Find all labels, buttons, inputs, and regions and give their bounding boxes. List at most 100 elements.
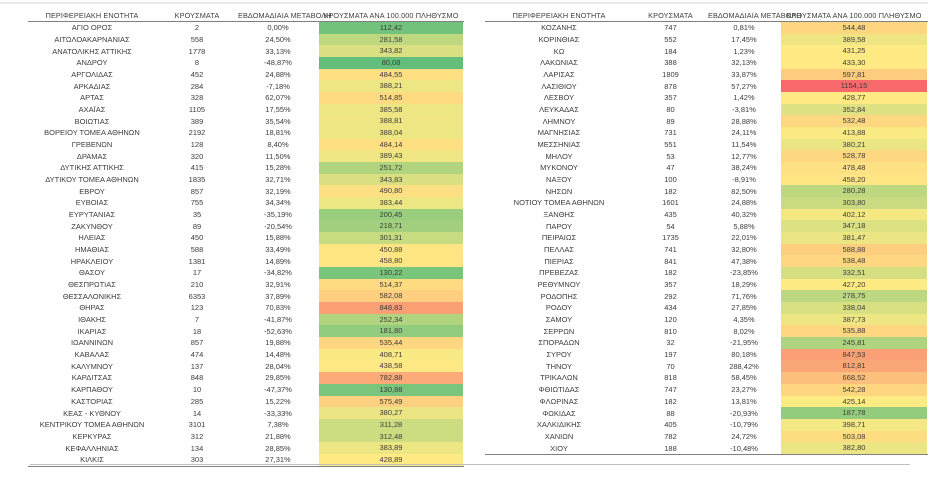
cases-cell: 137 xyxy=(190,361,204,371)
weekly-change-cell: 24,88% xyxy=(731,198,757,208)
region-name-cell: ΚΕΦΑΛΛΗΝΙΑΣ xyxy=(65,443,119,453)
per-100k-cell: 388,81 xyxy=(319,115,463,128)
region-name-cell: ΓΡΕΒΕΝΩΝ xyxy=(71,140,113,150)
region-name-cell: ΤΗΝΟΥ xyxy=(545,361,572,371)
weekly-change-cell: 15,22% xyxy=(265,396,291,406)
cases-cell: 357 xyxy=(664,93,677,103)
weekly-change-cell: -7,18% xyxy=(266,81,290,91)
table-row: ΠΕΛΛΑΣ 741 32,80% 588,88 xyxy=(485,243,928,256)
cases-cell: 89 xyxy=(666,116,675,126)
weekly-change-cell: 12,77% xyxy=(731,151,757,161)
cases-cell: 1809 xyxy=(662,70,679,80)
per-100k-cell: 582,08 xyxy=(319,290,463,303)
weekly-change-cell: 15,88% xyxy=(265,233,291,243)
header-per-100k: ΚΡΟΥΣΜΑΤΑ ΑΝΑ 100.000 ΠΛΗΘΥΣΜΟ xyxy=(323,10,459,20)
table-row: ΚΑΣΤΟΡΙΑΣ 285 15,22% 575,49 xyxy=(28,395,464,408)
table-row: ΚΕΡΚΥΡΑΣ 312 21,88% 312,48 xyxy=(28,430,464,443)
weekly-change-cell: 18,81% xyxy=(265,128,291,138)
region-name-cell: ΖΑΚΥΝΘΟΥ xyxy=(71,221,113,231)
region-name-cell: ΘΗΡΑΣ xyxy=(79,303,105,313)
weekly-change-cell: 32,13% xyxy=(731,58,757,68)
table-row: ΚΑΡΔΙΤΣΑΣ 848 29,85% 782,88 xyxy=(28,372,464,384)
region-name-cell: ΞΑΝΘΗΣ xyxy=(543,210,575,220)
region-name-cell: ΑΝΑΤΟΛΙΚΗΣ ΑΤΤΙΚΗΣ xyxy=(52,46,132,56)
per-100k-cell: 1154,15 xyxy=(781,80,927,93)
table-row: ΑΝΔΡΟΥ 8 -48,87% 80,08 xyxy=(28,57,464,69)
region-name-cell: ΑΙΤΩΛΟΑΚΑΡΝΑΝΙΑΣ xyxy=(54,35,130,44)
region-name-cell: ΕΥΒΟΙΑΣ xyxy=(75,198,109,208)
weekly-change-cell: 29,85% xyxy=(265,373,291,383)
weekly-change-cell: 37,89% xyxy=(265,291,291,301)
cases-cell: 841 xyxy=(664,256,677,266)
header-weekly-change: ΕΒΔΟΜΑΔΙΑΙΑ ΜΕΤΑΒΟΛΗ xyxy=(238,10,332,20)
weekly-change-cell: 19,88% xyxy=(265,338,291,348)
region-name-cell: ΜΑΓΝΗΣΙΑΣ xyxy=(537,128,581,138)
table-row: ΒΟΡΕΙΟΥ ΤΟΜΕΑ ΑΘΗΝΩΝ 2192 18,81% 388,04 xyxy=(28,127,464,139)
per-100k-cell: 200,45 xyxy=(319,208,463,221)
per-100k-cell: 311,28 xyxy=(319,418,463,431)
per-100k-cell: 503,08 xyxy=(781,430,927,443)
per-100k-cell: 130,22 xyxy=(319,267,463,279)
cases-cell: 552 xyxy=(664,35,677,44)
per-100k-cell: 428,77 xyxy=(781,92,927,104)
table-row: ΝΗΣΩΝ 182 82,50% 280,28 xyxy=(485,185,928,198)
cases-cell: 2 xyxy=(194,23,200,33)
per-100k-cell: 425,14 xyxy=(781,395,927,408)
weekly-change-cell: 14,89% xyxy=(265,256,291,266)
table-row: ΔΥΤΙΚΟΥ ΤΟΜΕΑ ΑΘΗΝΩΝ 1835 32,71% 343,83 xyxy=(28,173,464,186)
table-row: ΚΕΦΑΛΛΗΝΙΑΣ 134 28,85% 383,89 xyxy=(28,442,464,454)
weekly-change-cell: 33,49% xyxy=(265,245,291,255)
weekly-change-cell: 34,34% xyxy=(265,198,291,208)
per-100k-cell: 383,89 xyxy=(319,442,463,454)
weekly-change-cell: 11,50% xyxy=(265,151,291,161)
regions-table-right: ΠΕΡΙΦΕΡΕΙΑΚΗ ΕΝΟΤΗΤΑ ΚΡΟΥΣΜΑΤΑ ΕΒΔΟΜΑΔΙΑ… xyxy=(485,9,928,455)
per-100k-cell: 343,83 xyxy=(319,173,463,186)
cases-cell: 782 xyxy=(664,431,677,441)
cases-cell: 747 xyxy=(664,23,677,33)
table-row: ΡΟΔΟΠΗΣ 292 71,76% 278,75 xyxy=(485,290,928,303)
region-name-cell: ΡΟΔΟΥ xyxy=(545,303,573,313)
cases-cell: 123 xyxy=(190,303,204,313)
weekly-change-cell: 8,02% xyxy=(733,326,755,336)
table-row: ΘΕΣΠΡΩΤΙΑΣ 210 32,91% 514,37 xyxy=(28,278,464,291)
per-100k-cell: 303,80 xyxy=(781,197,927,209)
region-name-cell: ΘΑΣΟΥ xyxy=(79,268,105,278)
weekly-change-cell: -21,95% xyxy=(730,338,758,348)
weekly-change-cell: 0,00% xyxy=(267,23,289,33)
region-name-cell: ΛΗΜΝΟΥ xyxy=(542,116,576,126)
table-row: ΑΡΓΟΛΙΔΑΣ 452 24,88% 484,55 xyxy=(28,68,464,81)
per-100k-cell: 538,48 xyxy=(781,255,927,268)
per-100k-cell: 245,81 xyxy=(781,337,927,349)
region-name-cell: ΠΕΙΡΑΙΩΣ xyxy=(541,233,577,243)
per-100k-cell: 575,49 xyxy=(319,395,463,408)
weekly-change-cell: 62,07% xyxy=(265,93,291,103)
table-row: ΠΡΕΒΕΖΑΣ 182 -23,85% 332,51 xyxy=(485,267,928,279)
region-name-cell: ΝΑΞΟΥ xyxy=(546,175,572,185)
per-100k-cell: 80,08 xyxy=(319,57,463,69)
per-100k-cell: 347,18 xyxy=(781,220,927,233)
table-row: ΤΡΙΚΑΛΩΝ 818 58,45% 668,52 xyxy=(485,372,928,384)
cases-cell: 857 xyxy=(190,338,204,348)
weekly-change-cell: 288,42% xyxy=(729,361,759,371)
per-100k-cell: 478,48 xyxy=(781,162,927,174)
table-row: ΜΕΣΣΗΝΙΑΣ 551 11,54% 380,21 xyxy=(485,138,928,151)
bottom-divider xyxy=(30,464,910,465)
per-100k-cell: 490,80 xyxy=(319,185,463,198)
region-name-cell: ΤΡΙΚΑΛΩΝ xyxy=(540,373,578,383)
cases-cell: 857 xyxy=(190,186,204,196)
table-row: ΛΑΣΙΘΙΟΥ 878 57,27% 1154,15 xyxy=(485,80,928,93)
region-name-cell: ΕΒΡΟΥ xyxy=(79,186,105,196)
table-row: ΘΗΡΑΣ 123 70,83% 848,83 xyxy=(28,302,464,314)
per-100k-cell: 130,88 xyxy=(319,383,463,396)
top-divider xyxy=(0,2,928,4)
per-100k-cell: 588,88 xyxy=(781,243,927,256)
region-name-cell: ΡΕΘΥΜΝΟΥ xyxy=(537,280,581,290)
table-row: ΗΡΑΚΛΕΙΟΥ 1381 14,89% 458,80 xyxy=(28,255,464,268)
cases-cell: 1778 xyxy=(188,46,206,56)
cases-cell: 389 xyxy=(190,116,204,126)
cases-cell: 89 xyxy=(192,221,202,231)
cases-cell: 320 xyxy=(190,151,204,161)
table-row: ΑΙΤΩΛΟΑΚΑΡΝΑΝΙΑΣ 558 24,50% 281,58 xyxy=(28,33,464,46)
region-name-cell: ΜΕΣΣΗΝΙΑΣ xyxy=(537,140,581,150)
table-row: ΛΑΡΙΣΑΣ 1809 33,87% 597,81 xyxy=(485,68,928,81)
